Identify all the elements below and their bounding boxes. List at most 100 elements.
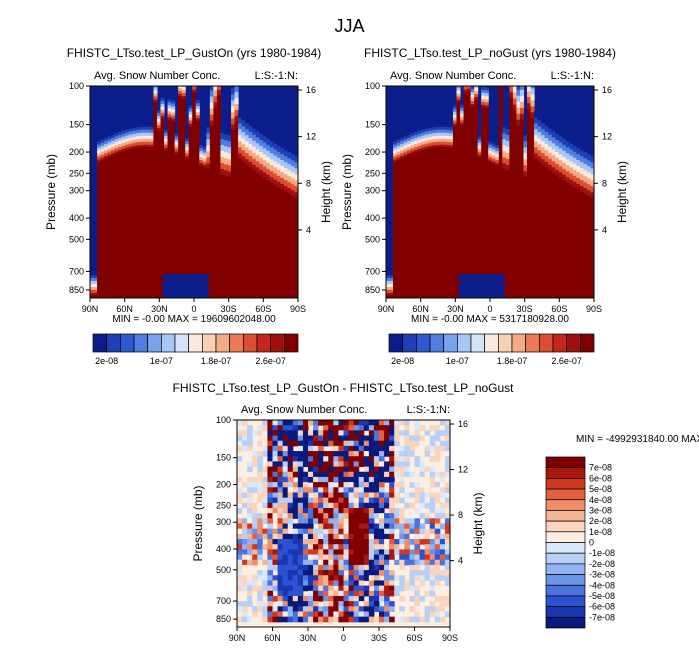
panel-2-cell [353,564,360,571]
panel-0-cell [188,108,193,112]
panel-2-cell [389,564,395,571]
panel-0-cell [298,164,302,171]
panel-2-cell [277,611,284,618]
panel-0-cell [93,295,98,298]
panel-2-cell [292,440,299,447]
panel-0-cell [276,157,281,164]
panel-0-cell [171,117,176,122]
panel-1-colorbar-label: 2.6e-07 [551,356,582,366]
panel-2-cell [302,595,309,602]
panel-0-cell [202,164,207,168]
panel-2-cell [409,420,415,426]
panel-0-cell [220,138,225,146]
panel-2-ylabel-right: Height (km) [471,492,485,554]
panel-0-cell [153,96,158,100]
panel-2-cell [434,539,441,545]
panel-2-cell [424,451,431,457]
panel-1-cell [445,138,450,142]
panel-2-cell [424,570,431,576]
panel-2-cell [444,544,450,550]
panel-2-cell [379,611,385,618]
panel-2-cell [302,420,309,426]
panel-0-cell [290,171,296,179]
panel-1-cell [442,138,447,142]
panel-2-cell [277,523,284,530]
panel-0-cell [216,86,221,90]
panel-2-cell [348,471,355,478]
panel-0-cell [128,143,133,147]
panel-2-cell [292,611,299,618]
panel-2-cell [353,601,360,607]
panel-1-cell [445,147,450,298]
panel-1-cell [551,148,556,156]
panel-1-cell [424,140,429,144]
panel-2-cell [358,564,365,571]
panel-0-cell [160,109,165,113]
panel-1-cell [474,87,479,92]
panel-2-cell [323,420,329,426]
panel-2-cell [287,497,294,504]
panel-0-stats: MIN = -0.00 MAX = 19609602048.00 [112,314,276,325]
panel-2-cell [379,451,385,457]
panel-0-cell [287,175,292,183]
panel-2-cell [277,435,284,442]
panel-0-cell [223,169,229,177]
panel-1-cell [445,129,450,133]
panel-2-cell [379,445,385,452]
panel-2-cell [318,487,324,493]
panel-0-cell [174,139,179,143]
panel-2-cell [389,544,395,550]
panel-0-cell [111,143,116,147]
panel-2-cell [414,606,421,612]
panel-2-cell [272,513,279,519]
panel-2-cell [282,497,289,504]
panel-0-colorbar-box [160,333,176,353]
panel-1-cell [586,171,592,179]
panel-0-cell [167,119,172,298]
panel-0-cell [273,154,278,162]
panel-1-cell [449,129,454,134]
panel-1-cell [417,136,422,140]
panel-1-cell [403,156,408,298]
panel-0-cell [156,124,162,129]
panel-2-cell [282,513,289,519]
panel-2-cell [242,440,248,447]
panel-1-cell [449,126,454,131]
panel-2-cell [287,430,294,437]
panel-2-cell [302,559,309,566]
panel-2-cell [272,502,279,509]
panel-2-cell [287,482,294,488]
panel-2-cell [404,440,410,447]
panel-2-cell [282,492,289,499]
panel-1-cell [495,147,500,152]
panel-0-cell [276,145,281,152]
panel-2-cell [379,502,385,509]
panel-2-cell [257,549,263,556]
panel-2-cell [404,513,410,519]
panel-2-cell [242,420,248,426]
panel-2-cell [394,497,400,504]
panel-0-cell [164,144,169,148]
panel-2-cell [439,430,446,437]
panel-1-cell [579,143,584,151]
panel-2-cell [272,440,279,447]
panel-1-cell [400,155,405,160]
panel-2-cell [287,606,294,612]
panel-2-cell [434,523,441,530]
panel-2-cell [302,564,309,571]
panel-2-cell [434,420,441,426]
panel-2-cell [414,616,421,623]
panel-2-cell [348,528,355,535]
panel-0-cell [269,158,274,166]
panel-0-cell [149,144,154,148]
panel-2-cell [313,507,319,514]
panel-0-cell [153,87,158,91]
panel-2-cell [368,570,375,576]
panel-2-cell [368,466,375,473]
panel-0-colorbar-box [283,333,299,353]
panel-2-cell [237,482,243,488]
panel-2-cell [384,549,390,556]
panel-0-cell [139,135,144,139]
panel-0-cell [174,133,179,137]
panel-0-cell [171,96,176,101]
